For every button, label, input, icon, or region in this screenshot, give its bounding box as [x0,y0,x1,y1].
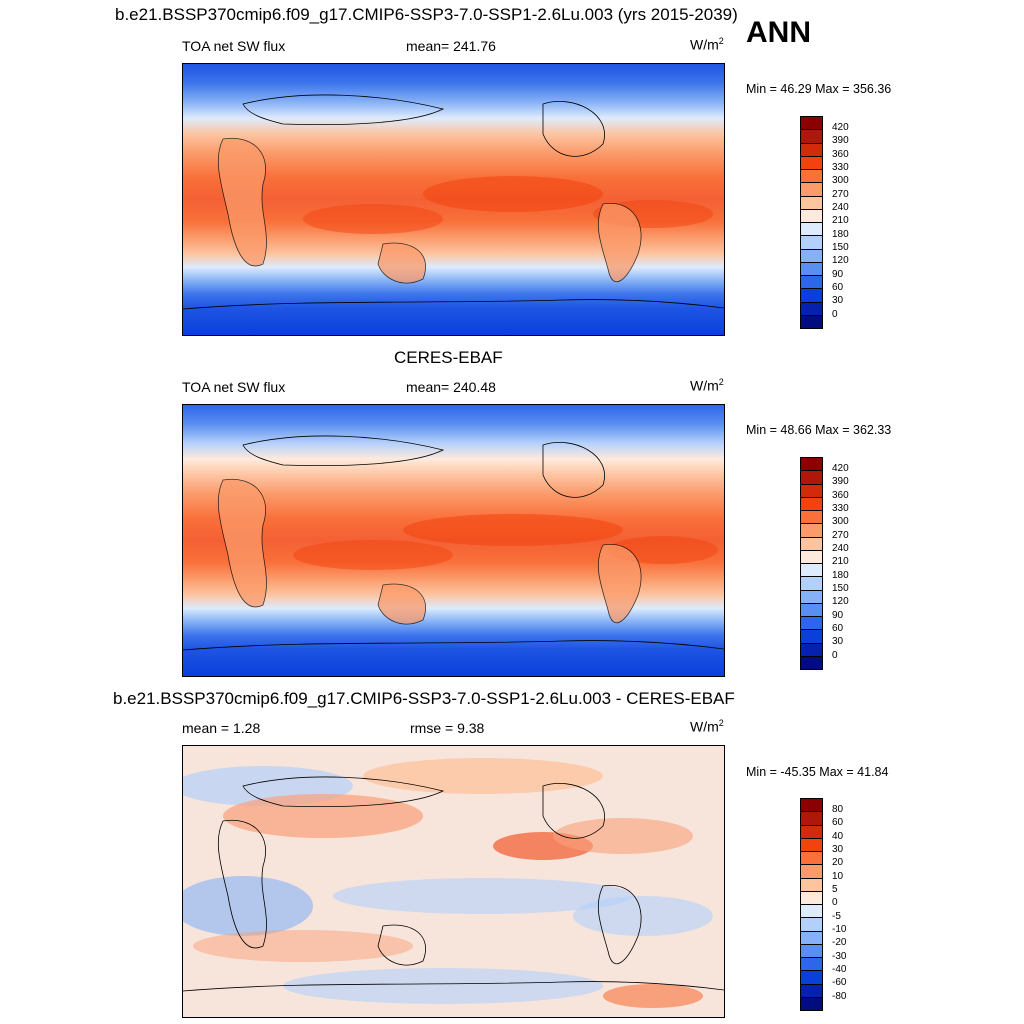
panel-3-units-label: W/m2 [690,718,724,735]
panel-2-colorbar-labels: 420 390 360 330 300 270 240 210 180 150 … [832,457,872,670]
colorbar-tick-label: 180 [832,570,849,581]
colorbar-tick-label: 90 [832,269,844,280]
colorbar-tick-label: 390 [832,135,849,146]
colorbar-tick-label: 10 [832,871,844,882]
colorbar-tick-label: 240 [832,202,849,213]
panel-2-colorbar [800,457,823,670]
colorbar-tick-label: 330 [832,503,849,514]
colorbar-tick-label: 150 [832,583,849,594]
panel-2-units-label: W/m2 [690,377,724,394]
colorbar-tick-label: 40 [832,831,844,842]
panel-3-min-max: Min = -45.35 Max = 41.84 [746,765,889,779]
colorbar-tick-label: 120 [832,255,849,266]
colorbar-tick-label: 270 [832,189,849,200]
panel-1-map [182,63,725,336]
colorbar-tick-label: 240 [832,543,849,554]
panel-1-mean-label: mean= 241.76 [406,38,496,54]
colorbar-tick-label: -30 [832,951,847,962]
panel-3-map-field [183,746,724,1017]
panel-1-min-max: Min = 46.29 Max = 356.36 [746,82,892,96]
panel-3-colorbar [800,798,823,1011]
panel-1-colorbar [800,116,823,329]
colorbar-tick-label: 60 [832,623,844,634]
colorbar-tick-label: 30 [832,295,844,306]
colorbar-tick-label: 180 [832,229,849,240]
panel-2-map [182,404,725,677]
colorbar-tick-label: 120 [832,596,849,607]
colorbar-tick-label: 330 [832,162,849,173]
colorbar-tick-label: 0 [832,897,838,908]
figure-title: b.e21.BSSP370cmip6.f09_g17.CMIP6-SSP3-7.… [115,5,738,24]
panel-1-variable-label: TOA net SW flux [182,38,286,54]
colorbar-tick-label: -60 [832,977,847,988]
season-label: ANN [746,16,811,49]
colorbar-tick-label: 20 [832,857,844,868]
colorbar-tick-label: -40 [832,964,847,975]
colorbar-tick-label: -10 [832,924,847,935]
panel-1-colorbar-labels: 420 390 360 330 300 270 240 210 180 150 … [832,116,872,329]
colorbar-tick-label: 30 [832,636,844,647]
panel-3-section-title: b.e21.BSSP370cmip6.f09_g17.CMIP6-SSP3-7.… [113,689,735,708]
colorbar-tick-label: 210 [832,556,849,567]
colorbar-tick-label: 300 [832,516,849,527]
colorbar-tick-label: -80 [832,991,847,1002]
colorbar-tick-label: 150 [832,242,849,253]
colorbar-tick-label: 60 [832,282,844,293]
colorbar-tick-label: 420 [832,122,849,133]
colorbar-tick-label: 210 [832,215,849,226]
colorbar-tick-label: -5 [832,911,841,922]
panel-2-min-max: Min = 48.66 Max = 362.33 [746,423,892,437]
panel-1-map-field [183,64,724,335]
colorbar-tick-label: 0 [832,650,838,661]
colorbar-tick-label: 0 [832,309,838,320]
panel-3-colorbar-labels: 80 60 40 30 20 10 5 0 -5 -10 -20 -30 -40… [832,798,872,1011]
panel-2-map-field [183,405,724,676]
panel-3-mean-label: mean = 1.28 [182,720,261,736]
panel-1-units-label: W/m2 [690,36,724,53]
colorbar-tick-label: 60 [832,817,844,828]
colorbar-tick-label: 300 [832,175,849,186]
panel-2-mean-label: mean= 240.48 [406,379,496,395]
panel-2-section-title: CERES-EBAF [394,348,503,367]
colorbar-tick-label: 30 [832,844,844,855]
colorbar-tick-label: 360 [832,490,849,501]
colorbar-tick-label: 270 [832,530,849,541]
colorbar-tick-label: 360 [832,149,849,160]
panel-2-variable-label: TOA net SW flux [182,379,286,395]
colorbar-tick-label: 90 [832,610,844,621]
panel-3-rmse-label: rmse = 9.38 [410,720,485,736]
colorbar-tick-label: 420 [832,463,849,474]
colorbar-tick-label: 5 [832,884,838,895]
colorbar-tick-label: 390 [832,476,849,487]
colorbar-tick-label: -20 [832,937,847,948]
panel-3-map [182,745,725,1018]
colorbar-tick-label: 80 [832,804,844,815]
